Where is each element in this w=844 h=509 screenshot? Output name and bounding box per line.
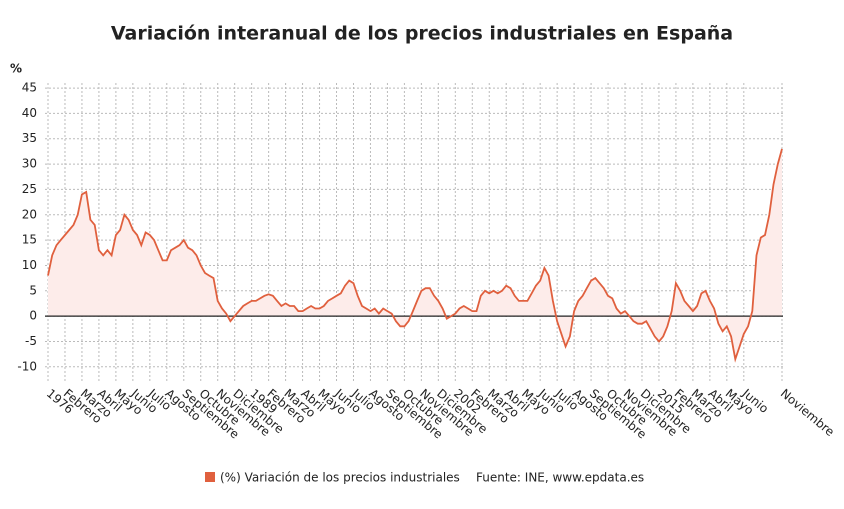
y-tick-label: -5 xyxy=(25,334,37,348)
y-tick-label: 30 xyxy=(22,157,37,171)
y-tick-label: 0 xyxy=(29,309,37,323)
y-tick-label: 45 xyxy=(22,81,37,95)
y-tick-label: 40 xyxy=(22,106,37,120)
x-tick-label: Noviembre xyxy=(778,386,837,439)
y-axis-label: % xyxy=(10,62,22,76)
y-tick-label: 25 xyxy=(22,182,37,196)
source: Fuente: INE, www.epdata.es xyxy=(476,471,644,485)
y-tick-label: 10 xyxy=(22,258,37,272)
chart-title: Variación interanual de los precios indu… xyxy=(111,23,733,45)
line xyxy=(47,148,783,363)
y-tick-label: 15 xyxy=(22,233,37,247)
y-tick-label: -10 xyxy=(17,359,37,373)
legend-swatch xyxy=(205,472,215,482)
y-tick-label: 20 xyxy=(22,207,37,221)
legend-label: (%) Variación de los precios industriale… xyxy=(220,471,460,485)
area xyxy=(48,148,782,360)
y-tick-label: 5 xyxy=(29,283,37,297)
y-tick-label: 35 xyxy=(22,131,37,145)
